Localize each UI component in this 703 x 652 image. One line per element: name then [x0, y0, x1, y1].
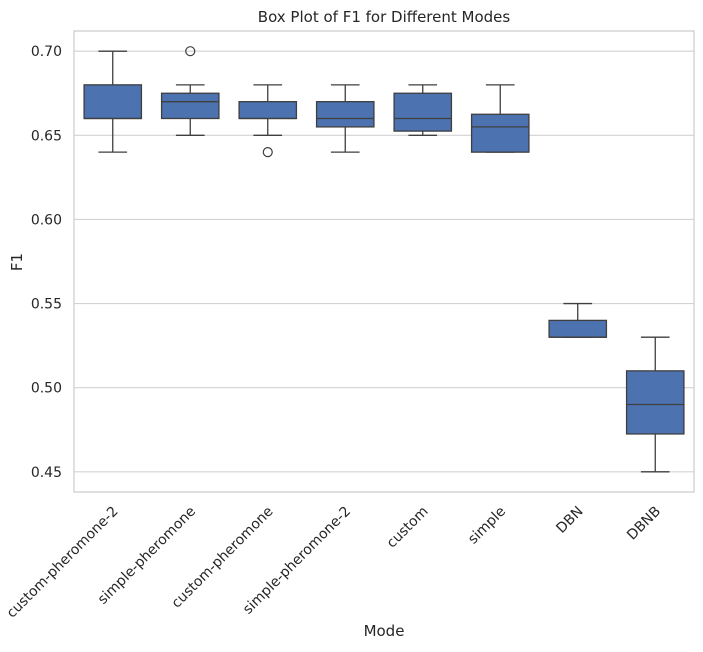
x-tick-label: simple: [465, 504, 509, 548]
box-iqr: [160, 92, 220, 120]
box-iqr: [238, 101, 298, 120]
box-iqr: [625, 370, 685, 435]
x-tick-label: custom: [384, 504, 432, 552]
y-tick-label: 0.55: [31, 297, 62, 313]
box-iqr: [315, 101, 375, 128]
x-axis-ticks: custom-pheromone-2simple-pheromonecustom…: [4, 504, 664, 622]
chart-title: Box Plot of F1 for Different Modes: [258, 8, 511, 26]
box-group-custom-pheromone: [238, 84, 298, 158]
box-group-custom: [393, 84, 453, 136]
box-group-DBNB: [625, 336, 685, 473]
x-tick-label: DBNB: [624, 504, 664, 544]
box-group-simple-pheromone: [160, 46, 220, 136]
box-iqr: [470, 113, 530, 153]
outlier-point: [185, 46, 196, 57]
y-tick-label: 0.65: [31, 128, 62, 144]
plot-frame: [73, 30, 695, 493]
box-iqr: [393, 92, 453, 132]
box-iqr: [548, 319, 608, 338]
x-tick-label: DBN: [553, 504, 586, 537]
box-group-custom-pheromone-2: [83, 50, 143, 153]
x-axis-label: Mode: [364, 622, 405, 640]
y-tick-label: 0.70: [31, 44, 62, 60]
box-group-simple: [470, 84, 530, 153]
boxes: [83, 46, 685, 473]
y-tick-label: 0.45: [31, 465, 62, 481]
box-group-DBN: [548, 302, 608, 338]
box-group-simple-pheromone-2: [315, 84, 375, 153]
y-axis-ticks: 0.45 0.50 0.55 0.60 0.65 0.70: [31, 44, 62, 481]
outlier-point: [262, 147, 273, 158]
y-axis-label: F1: [8, 253, 26, 271]
y-tick-label: 0.50: [31, 381, 62, 397]
y-tick-label: 0.60: [31, 212, 62, 228]
box-iqr: [83, 84, 143, 120]
